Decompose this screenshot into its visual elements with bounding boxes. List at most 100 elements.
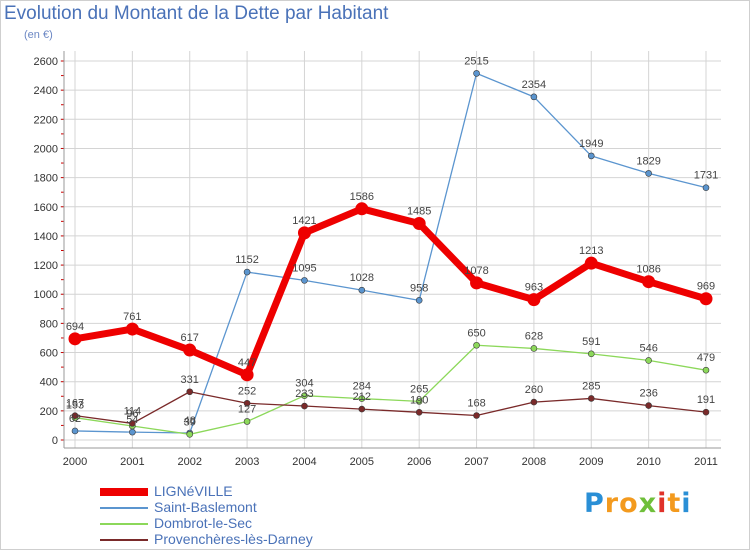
x-tick-label: 2008 bbox=[522, 456, 546, 468]
data-point bbox=[645, 170, 652, 177]
data-label: 1095 bbox=[292, 262, 316, 274]
data-point bbox=[243, 418, 251, 425]
data-label: 190 bbox=[410, 394, 428, 406]
data-point bbox=[412, 217, 426, 231]
data-label: 39 bbox=[184, 416, 196, 428]
x-tick-label: 2010 bbox=[636, 456, 660, 468]
data-point bbox=[243, 399, 251, 407]
legend-swatch-provencheres bbox=[100, 539, 148, 541]
data-label: 284 bbox=[353, 381, 371, 393]
data-point bbox=[358, 395, 366, 402]
data-label: 628 bbox=[525, 330, 543, 342]
series-line bbox=[74, 72, 707, 434]
y-tick-label: 2400 bbox=[34, 85, 58, 97]
legend-label-ligneville: LIGNéVILLE bbox=[154, 483, 233, 499]
data-label: 958 bbox=[410, 282, 428, 294]
y-tick-label: 200 bbox=[40, 406, 58, 418]
data-label: 62 bbox=[69, 413, 81, 425]
data-label: 260 bbox=[525, 384, 543, 396]
data-point bbox=[355, 202, 369, 216]
data-label: 252 bbox=[238, 385, 256, 397]
data-point bbox=[530, 398, 538, 406]
data-point bbox=[186, 388, 194, 396]
data-point bbox=[129, 428, 136, 436]
data-point bbox=[587, 395, 595, 402]
x-tick-label: 2007 bbox=[464, 456, 488, 468]
data-point bbox=[473, 341, 480, 349]
data-point bbox=[530, 93, 538, 101]
data-point bbox=[645, 357, 652, 364]
data-label: 1213 bbox=[579, 245, 603, 257]
data-label: 1829 bbox=[636, 155, 660, 167]
data-label: 48 bbox=[184, 415, 196, 427]
y-tick-label: 2000 bbox=[34, 143, 58, 155]
y-tick-label: 0 bbox=[52, 435, 58, 447]
x-tick-label: 2002 bbox=[177, 456, 201, 468]
y-tick-label: 600 bbox=[40, 348, 58, 360]
data-point bbox=[415, 398, 423, 405]
data-label: 650 bbox=[467, 327, 485, 339]
proxiti-logo: Proxiti bbox=[584, 488, 692, 519]
data-point bbox=[415, 297, 423, 304]
legend-label-saint-baslemont: Saint-Baslemont bbox=[154, 499, 257, 515]
data-point bbox=[71, 427, 79, 435]
data-label: 761 bbox=[123, 311, 141, 323]
data-label: 233 bbox=[295, 388, 313, 400]
data-label: 1949 bbox=[579, 138, 603, 150]
data-label: 331 bbox=[181, 374, 199, 386]
x-tick-label: 2000 bbox=[63, 456, 87, 468]
data-label: 1731 bbox=[694, 170, 718, 182]
data-label: 969 bbox=[697, 281, 715, 293]
data-point bbox=[301, 392, 308, 399]
data-point bbox=[642, 275, 656, 289]
data-point bbox=[415, 409, 423, 416]
data-point bbox=[358, 405, 366, 413]
data-label: 285 bbox=[582, 380, 600, 392]
data-point bbox=[125, 322, 139, 336]
legend-label-provencheres: Provenchères-lès-Darney bbox=[154, 531, 313, 547]
data-point bbox=[587, 152, 595, 160]
legend-swatch-saint-baslemont bbox=[100, 507, 148, 509]
data-label: 167 bbox=[66, 398, 84, 410]
chart-subtitle: (en €) bbox=[24, 29, 53, 41]
data-point bbox=[702, 408, 710, 416]
data-point bbox=[240, 368, 254, 382]
data-label: 191 bbox=[697, 394, 715, 406]
x-tick-label: 2011 bbox=[694, 456, 718, 468]
data-label: 2354 bbox=[522, 79, 546, 91]
data-point bbox=[71, 412, 79, 419]
data-label: 1152 bbox=[235, 254, 259, 266]
data-label: 591 bbox=[582, 336, 600, 348]
data-point bbox=[358, 286, 366, 294]
data-label: 479 bbox=[697, 352, 715, 364]
series-line bbox=[71, 205, 710, 379]
data-label: 447 bbox=[238, 357, 256, 369]
data-label: 168 bbox=[467, 398, 485, 410]
data-label: 694 bbox=[66, 321, 84, 333]
data-point bbox=[297, 226, 311, 240]
y-tick-label: 2200 bbox=[34, 114, 58, 126]
x-tick-label: 2006 bbox=[407, 456, 431, 468]
data-point bbox=[587, 350, 595, 358]
y-tick-label: 1000 bbox=[34, 289, 58, 301]
y-tick-label: 800 bbox=[40, 318, 58, 330]
data-label: 963 bbox=[525, 282, 543, 294]
data-point bbox=[301, 402, 308, 410]
data-point bbox=[527, 293, 541, 307]
data-label: 1485 bbox=[407, 206, 431, 218]
data-point bbox=[645, 402, 652, 409]
data-point bbox=[186, 431, 194, 438]
data-label: 304 bbox=[295, 378, 313, 390]
x-tick-label: 2001 bbox=[120, 456, 144, 468]
y-tick-label: 1600 bbox=[34, 202, 58, 214]
legend-label-dombrot-le-sec: Dombrot-le-Sec bbox=[154, 515, 253, 531]
series-line bbox=[74, 391, 707, 425]
data-label: 212 bbox=[353, 391, 371, 403]
x-tick-label: 2009 bbox=[579, 456, 603, 468]
legend-swatch-dombrot-le-sec bbox=[100, 523, 148, 525]
data-point bbox=[68, 332, 82, 346]
data-point bbox=[473, 70, 480, 77]
y-tick-label: 400 bbox=[40, 377, 58, 389]
data-label: 54 bbox=[126, 414, 138, 426]
